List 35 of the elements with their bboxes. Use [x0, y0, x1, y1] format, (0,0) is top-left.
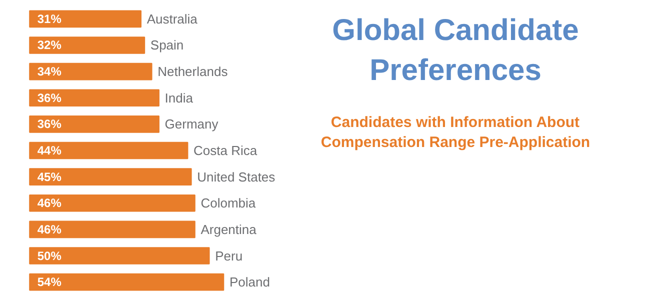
y-tick-label: Germany: [164, 116, 219, 132]
bar: [29, 220, 196, 238]
data-label: 32%: [37, 38, 62, 52]
bar: [29, 142, 188, 160]
bar: [29, 194, 196, 212]
text: Candidates with Information About Compensation Range Pre-Application: [320, 114, 590, 152]
data-label: 34%: [37, 64, 62, 79]
data-label: 44%: [37, 144, 62, 158]
y-tick-label: India: [164, 90, 194, 106]
data-label: 36%: [37, 90, 62, 105]
data-label: 31%: [37, 12, 62, 26]
data-label: 36%: [37, 117, 62, 132]
bar: [29, 36, 146, 54]
bar: [29, 10, 142, 28]
y-tick-label: Poland: [229, 274, 270, 290]
bar: [29, 247, 210, 264]
bar: [29, 273, 224, 291]
y-tick-label: Colombia: [200, 196, 256, 211]
bar: [29, 62, 152, 80]
y-tick-label: Spain: [150, 38, 184, 53]
data-label: 50%: [37, 248, 62, 263]
text: Global Candidate Preferences: [332, 14, 579, 87]
data-label: 45%: [37, 170, 62, 184]
y-tick-label: Australia: [146, 11, 198, 26]
y-tick-label: Netherlands: [158, 64, 228, 80]
y-tick-label: Peru: [215, 248, 243, 264]
data-label: 46%: [37, 222, 62, 236]
data-label: 54%: [37, 275, 62, 290]
data-label: 46%: [37, 196, 62, 210]
y-tick-label: United States: [197, 169, 276, 184]
y-tick-label: Argentina: [200, 222, 258, 237]
y-tick-label: Costa Rica: [194, 143, 258, 158]
bar: [29, 116, 160, 133]
bar: [29, 168, 192, 186]
bar: [29, 89, 160, 107]
